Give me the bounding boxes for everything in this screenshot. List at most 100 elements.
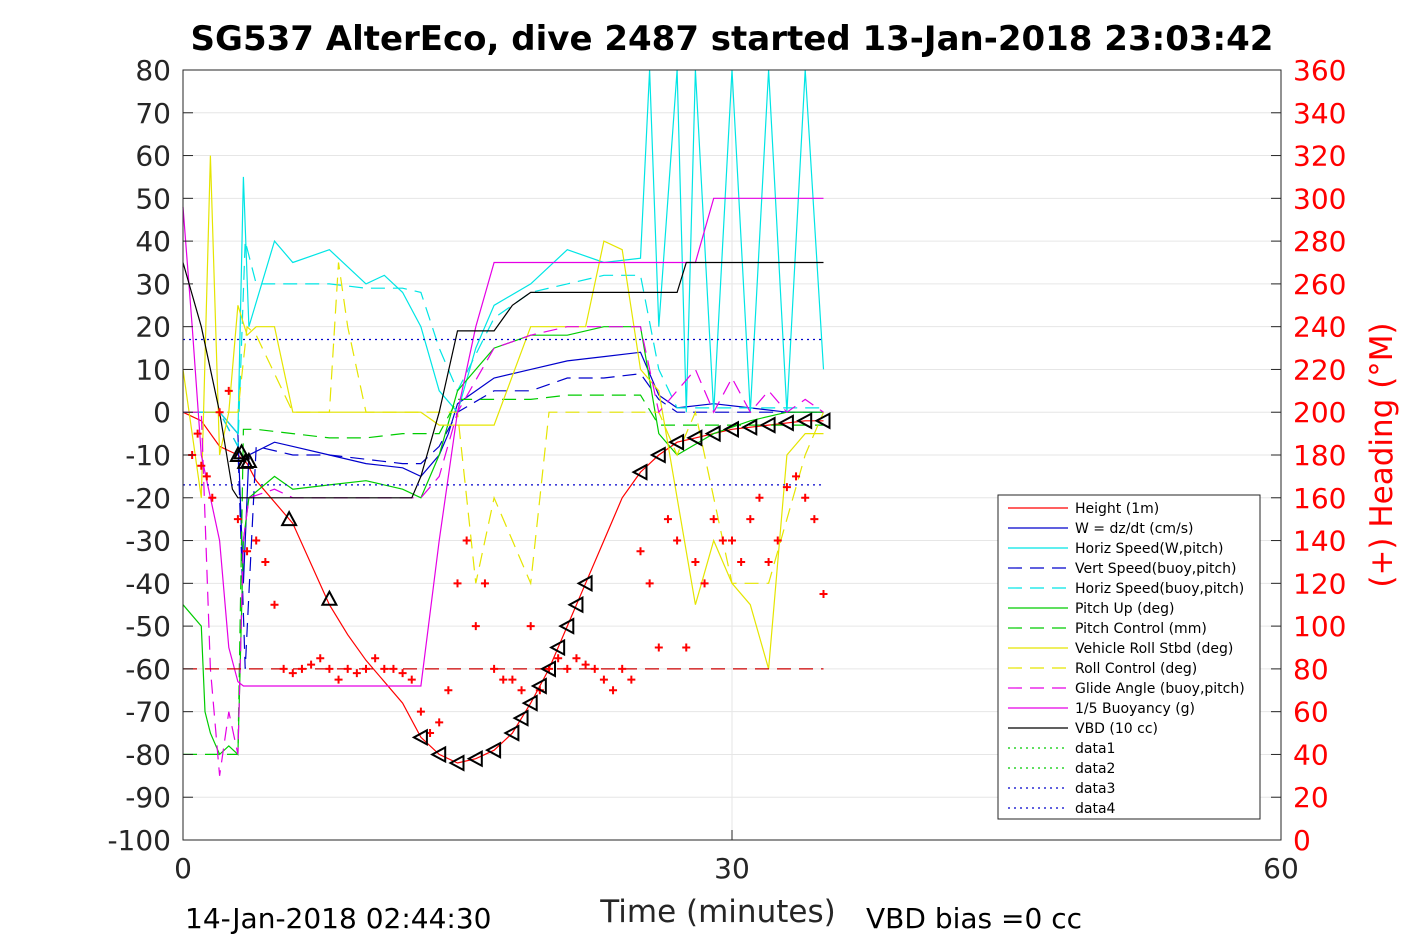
heading-point [746,515,755,524]
heading-point [673,536,682,545]
heading-point [371,654,380,663]
y-tick-label: -40 [125,567,171,600]
right-tick-label: 300 [1293,182,1346,215]
marker-left-triangle [430,745,447,764]
right-tick-label: 0 [1293,824,1311,857]
series-height-1m [182,411,824,764]
heading-point [700,579,709,588]
marker-left-triangle [558,617,575,635]
marker-up-triangle [280,510,298,527]
heading-point [362,664,370,673]
heading-point [380,664,389,673]
heading-point [471,622,480,631]
x-axis-label: Time (minutes) [599,894,835,930]
heading-point [307,660,316,669]
markers [229,412,831,772]
y-tick-label: 60 [135,140,171,173]
y-tick-label: -100 [107,824,171,857]
heading-point [581,660,590,669]
legend-entry: data2 [1075,761,1115,777]
marker-left-triangle [631,463,648,481]
legend-entry: data4 [1075,801,1116,817]
right-tick-label: 260 [1293,268,1346,301]
heading-point [517,686,526,695]
y-tick-label: -10 [125,439,171,472]
right-tick-label: 200 [1293,396,1346,429]
right-tick-label: 340 [1293,97,1346,130]
heading-point [407,675,416,684]
right-tick-label: 240 [1293,311,1346,344]
heading-point [270,600,279,609]
series-group [182,69,825,776]
legend-entry: Horiz Speed(W,pitch) [1075,541,1223,557]
legend: Height (1m) W = dz/dt (cm/s) Horiz Speed(W… [997,494,1261,820]
marker-left-triangle [777,414,794,432]
y-tick-label: -60 [125,653,171,686]
marker-left-triangle [814,412,831,430]
marker-left-triangle [411,728,428,747]
heading-point [654,643,663,652]
marker-left-triangle [704,424,721,443]
heading-point [810,515,819,524]
heading-point [755,493,764,502]
right-tick-label: 80 [1293,653,1329,686]
heading-point [645,579,654,588]
marker-left-triangle [512,709,529,727]
marker-left-triangle [466,750,483,768]
heading-point [398,669,407,678]
heading-point [782,483,791,492]
heading-point [453,579,462,588]
x-axis: 0 30 60 [174,830,1299,885]
heading-point [224,386,233,395]
marker-left-triangle [576,574,593,593]
heading-point [801,493,810,502]
legend-entry: VBD (10 cc) [1075,721,1158,737]
series-roll-control-deg [183,262,825,586]
heading-point [316,654,325,663]
y-tick-label: -30 [125,525,171,558]
marker-left-triangle [741,418,758,436]
right-tick-label: 360 [1293,54,1346,87]
heading-point [709,515,718,524]
heading-point [480,579,489,588]
marker-left-triangle [503,724,520,742]
x-tick-label: 60 [1263,852,1299,885]
heading-point [462,536,471,545]
heading-point [490,664,499,673]
legend-entry: Height (1m) [1075,501,1159,517]
heading-point [508,675,517,684]
y-tick-label: 80 [135,54,171,87]
series-vbd-10-cc [182,261,824,499]
legend-entry: Roll Control (deg) [1075,661,1197,677]
heading-point [334,675,343,684]
marker-left-triangle [686,429,703,447]
marker-left-triangle [567,596,584,614]
heading-point [599,675,608,684]
heading-point [663,515,672,524]
legend-entry: Pitch Control (mm) [1075,621,1207,637]
heading-point [279,664,288,673]
legend-entry: Horiz Speed(buoy,pitch) [1075,581,1244,597]
marker-left-triangle [448,754,465,772]
right-tick-label: 120 [1293,567,1346,600]
marker-up-triangle [232,443,251,460]
y-axis-left: 80 70 60 50 40 30 20 10 0 -10 -20 -30 -40 -50 -60 -70 -8… [107,54,193,857]
legend-entry: data1 [1075,741,1115,757]
heading-point [563,664,572,673]
heading-point [252,536,261,545]
heading-point [718,536,727,545]
x-tick-label: 0 [174,852,192,885]
right-tick-label: 280 [1293,225,1346,258]
right-tick-label: 220 [1293,353,1346,386]
heading-point [792,472,801,481]
chart-title: SG537 AlterEco, dive 2487 started 13-Jan… [191,19,1274,59]
legend-entry: Pitch Up (deg) [1075,601,1174,617]
y-tick-label: -90 [125,781,171,814]
y-axis-right: 3603403203002802602402202001801601401201… [1271,54,1346,857]
heading-point [572,654,581,663]
legend-entry: data3 [1075,781,1115,797]
marker-left-triangle [796,412,813,430]
series-horiz-speed-w-pitch [183,69,825,436]
heading-point [352,669,361,678]
